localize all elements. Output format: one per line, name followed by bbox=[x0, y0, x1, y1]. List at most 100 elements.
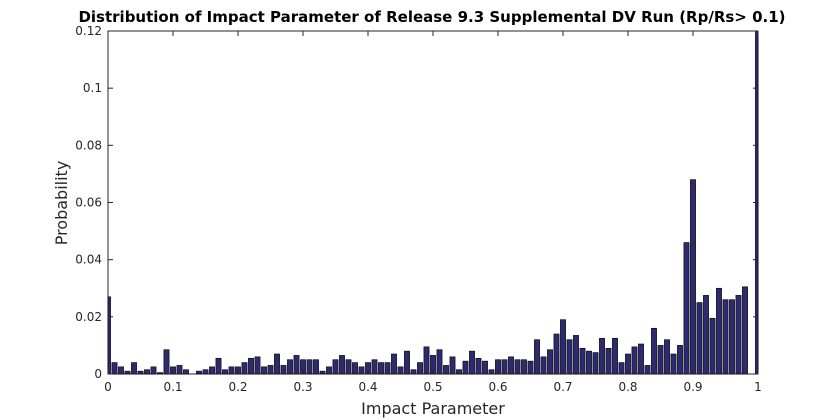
histogram-bar bbox=[534, 339, 540, 375]
x-tick-label: 0.8 bbox=[618, 380, 637, 394]
chart-title: Distribution of Impact Parameter of Rele… bbox=[78, 8, 785, 26]
histogram-bar bbox=[696, 302, 703, 375]
histogram-bar bbox=[592, 352, 599, 375]
histogram-bar bbox=[683, 242, 690, 375]
histogram-bar bbox=[462, 360, 469, 375]
histogram-bar bbox=[618, 362, 625, 375]
histogram-bar bbox=[339, 355, 345, 375]
histogram-bar bbox=[124, 370, 131, 375]
histogram-bar bbox=[670, 353, 677, 375]
histogram-bar bbox=[293, 355, 300, 375]
histogram-bar bbox=[547, 349, 553, 375]
histogram-bar bbox=[423, 346, 430, 375]
histogram-bar bbox=[391, 353, 397, 375]
histogram-bar bbox=[677, 345, 683, 375]
histogram-bar bbox=[417, 362, 423, 375]
histogram-bar bbox=[261, 366, 267, 375]
histogram-bar bbox=[514, 359, 521, 375]
histogram-bar bbox=[274, 353, 280, 375]
bars-group bbox=[107, 30, 759, 375]
histogram-bar bbox=[196, 370, 202, 375]
y-tick-label: 0.1 bbox=[83, 81, 102, 95]
histogram-bar bbox=[573, 335, 579, 375]
histogram-bar bbox=[345, 359, 352, 375]
histogram-bar bbox=[248, 357, 254, 375]
histogram-bar bbox=[137, 370, 144, 375]
histogram-bar bbox=[722, 299, 729, 375]
histogram-bar bbox=[352, 362, 358, 375]
histogram-bar bbox=[631, 346, 638, 375]
histogram-bar bbox=[209, 366, 215, 375]
histogram-bar bbox=[716, 287, 722, 375]
histogram-bar bbox=[527, 360, 534, 375]
histogram-bar bbox=[638, 343, 644, 375]
x-ticks: 0 0.1 0.2 0.3 0.4 0.5 0.6 0.7 0.8 0.9 1 bbox=[104, 31, 762, 394]
y-tick-label: 0.06 bbox=[75, 196, 102, 210]
histogram-bar bbox=[241, 362, 248, 375]
histogram-bar bbox=[332, 359, 339, 375]
histogram-bar bbox=[449, 356, 456, 375]
histogram-bar bbox=[456, 369, 462, 375]
histogram-bar bbox=[131, 362, 137, 375]
y-tick-label: 0.02 bbox=[75, 310, 102, 324]
histogram-bar bbox=[157, 372, 163, 375]
histogram-bar bbox=[553, 333, 560, 375]
histogram-bar bbox=[488, 369, 495, 375]
x-tick-label: 0.2 bbox=[228, 380, 247, 394]
x-tick-label: 0.4 bbox=[358, 380, 377, 394]
histogram-bar bbox=[410, 369, 417, 375]
x-tick-label: 0.5 bbox=[423, 380, 442, 394]
histogram-bar bbox=[443, 365, 449, 375]
histogram-bar bbox=[735, 295, 742, 375]
histogram-bar bbox=[202, 369, 209, 375]
histogram-bar bbox=[371, 359, 378, 375]
histogram-bar bbox=[228, 366, 235, 375]
histogram-bar bbox=[586, 350, 592, 375]
histogram-bar bbox=[144, 369, 150, 375]
histogram-bar bbox=[501, 359, 508, 375]
y-tick-label: 0.12 bbox=[75, 24, 102, 38]
histogram-bar bbox=[644, 365, 651, 375]
axes-box bbox=[107, 30, 759, 375]
histogram-bar bbox=[287, 359, 293, 375]
histogram-bar bbox=[163, 349, 170, 375]
histogram-bar bbox=[729, 299, 735, 375]
histogram-bar bbox=[183, 369, 189, 375]
x-tick-label: 0 bbox=[104, 380, 112, 394]
histogram-bar bbox=[508, 356, 514, 375]
histogram-bar bbox=[742, 286, 748, 375]
histogram-bar bbox=[657, 345, 664, 375]
histogram-bar bbox=[313, 359, 319, 375]
y-ticks: 0 0.02 0.04 0.06 0.08 0.1 0.12 bbox=[75, 24, 758, 381]
histogram-bar bbox=[566, 339, 573, 375]
histogram-bar bbox=[475, 357, 482, 375]
histogram-bar bbox=[709, 317, 716, 375]
x-tick-label: 0.3 bbox=[293, 380, 312, 394]
histogram-bar bbox=[384, 362, 391, 375]
histogram-bar bbox=[222, 369, 228, 375]
histogram-bar bbox=[319, 370, 326, 375]
histogram-bar bbox=[118, 366, 124, 375]
y-tick-label: 0.04 bbox=[75, 253, 102, 267]
histogram-bar bbox=[469, 350, 475, 375]
histogram-bar bbox=[664, 339, 670, 375]
histogram-bar bbox=[651, 327, 657, 375]
histogram-bar bbox=[150, 366, 157, 375]
x-tick-label: 0.1 bbox=[163, 380, 182, 394]
histogram-bar bbox=[599, 337, 605, 375]
histogram-bar bbox=[176, 365, 183, 375]
histogram-bar bbox=[540, 356, 547, 375]
histogram-bar bbox=[326, 366, 332, 375]
histogram-bar bbox=[436, 349, 443, 375]
histogram-bar bbox=[111, 362, 118, 375]
histogram-bar bbox=[397, 366, 404, 375]
histogram-bar bbox=[267, 365, 274, 375]
histogram-bar bbox=[404, 350, 410, 375]
x-tick-label: 0.7 bbox=[553, 380, 572, 394]
histogram-bar bbox=[107, 296, 111, 375]
x-tick-label: 1 bbox=[754, 380, 762, 394]
histogram-bar bbox=[560, 319, 566, 375]
histogram-bar bbox=[280, 365, 287, 375]
histogram-bar bbox=[605, 347, 612, 375]
